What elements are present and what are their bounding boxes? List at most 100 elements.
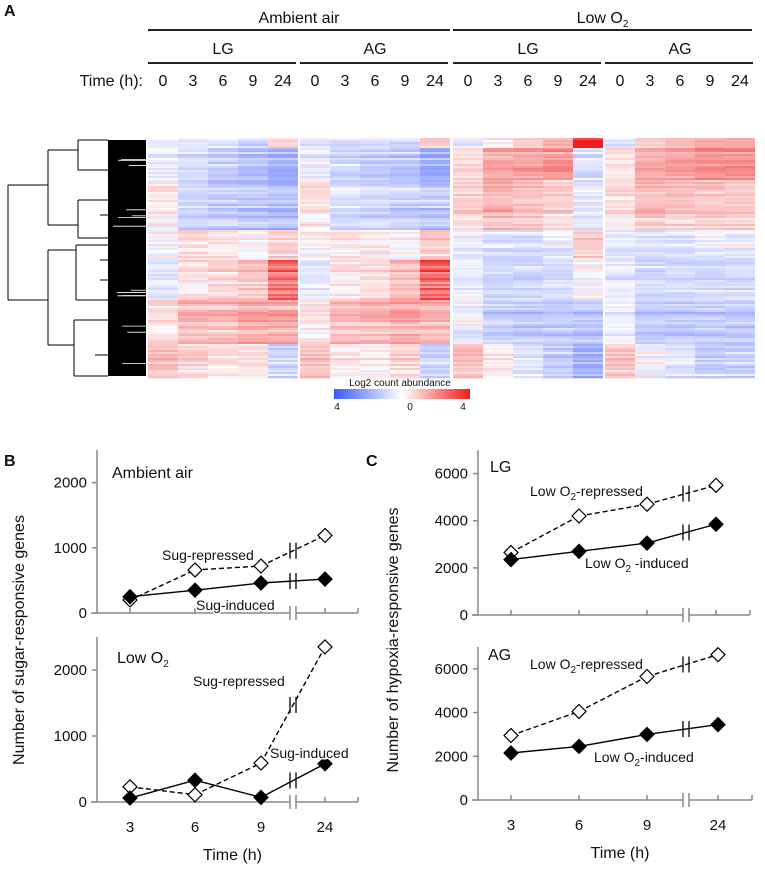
heatmap-cell — [178, 180, 208, 183]
heatmap-cell — [390, 330, 420, 333]
heatmap-cell — [635, 314, 665, 317]
heatmap-cell — [268, 286, 298, 289]
heatmap-cell — [148, 352, 178, 355]
heatmap-cell — [300, 344, 330, 347]
heatmap-cell — [330, 320, 360, 323]
heatmap-cell — [360, 142, 390, 145]
heatmap-cell — [390, 256, 420, 259]
heatmap-cell — [268, 370, 298, 373]
heatmap-cell — [360, 166, 390, 169]
heatmap-cell — [268, 236, 298, 239]
heatmap-cell — [178, 258, 208, 261]
heatmap-cell — [695, 276, 725, 279]
heatmap-cell — [238, 192, 268, 195]
heatmap-cell — [605, 254, 635, 257]
heatmap-cell — [148, 330, 178, 333]
heatmap-cell — [605, 202, 635, 205]
heatmap-cell — [238, 266, 268, 269]
heatmap-cell — [148, 298, 178, 301]
heatmap-cell — [268, 288, 298, 291]
heatmap-cell — [268, 314, 298, 317]
heatmap-cell — [268, 300, 298, 303]
heatmap-cell — [238, 186, 268, 189]
heatmap-cell — [330, 288, 360, 291]
heatmap-cell — [725, 150, 755, 153]
heatmap-cell — [360, 312, 390, 315]
heatmap-cell — [300, 270, 330, 273]
heatmap-cell — [573, 190, 603, 193]
heatmap-cell — [268, 260, 298, 263]
heatmap-cell — [543, 234, 573, 237]
heatmap-cell — [543, 182, 573, 185]
heatmap-cell — [268, 156, 298, 159]
heatmap-cell — [390, 376, 420, 379]
heatmap-cell — [513, 272, 543, 275]
heatmap-cell — [483, 314, 513, 317]
heatmap-cell — [483, 156, 513, 159]
heatmap-cell — [483, 228, 513, 231]
heatmap-cell — [360, 376, 390, 379]
heatmap-cell — [483, 186, 513, 189]
heatmap-cell — [695, 318, 725, 321]
heatmap-cell — [238, 208, 268, 211]
heatmap-cell — [390, 190, 420, 193]
heatmap-cell — [635, 308, 665, 311]
heatmap-cell — [605, 150, 635, 153]
heatmap-cell — [453, 326, 483, 329]
heatmap-cell — [360, 254, 390, 257]
heatmap-cell — [390, 308, 420, 311]
heatmap-cell — [635, 194, 665, 197]
heatmap-cell — [208, 198, 238, 201]
heatmap-cell — [360, 330, 390, 333]
heatmap-cell — [420, 138, 450, 141]
heatmap-cell — [543, 174, 573, 177]
heatmap-cell — [330, 162, 360, 165]
heatmap-cell — [360, 172, 390, 175]
heatmap-cell — [268, 160, 298, 163]
heatmap-cell — [725, 250, 755, 253]
heatmap-cell — [695, 236, 725, 239]
heatmap-cell — [513, 352, 543, 355]
heatmap-cell — [300, 184, 330, 187]
heatmap-cell — [665, 338, 695, 341]
heatmap-cell — [208, 138, 238, 141]
heatmap-cell — [665, 364, 695, 367]
heatmap-cell — [695, 174, 725, 177]
heatmap-cell — [390, 202, 420, 205]
heatmap-cell — [605, 356, 635, 359]
heatmap-cell — [725, 166, 755, 169]
y-tick-label: 0 — [79, 794, 87, 811]
heatmap-cell — [390, 362, 420, 365]
heatmap-cell — [665, 206, 695, 209]
heatmap-cell — [238, 156, 268, 159]
heatmap-cell — [208, 344, 238, 347]
heatmap-cell — [635, 318, 665, 321]
heatmap-cell — [453, 206, 483, 209]
heatmap-cell — [268, 198, 298, 201]
heatmap-cell — [330, 142, 360, 145]
heatmap-cell — [330, 256, 360, 259]
heatmap-cell — [420, 190, 450, 193]
heatmap-cell — [300, 368, 330, 371]
heatmap-cell — [360, 326, 390, 329]
heatmap-cell — [178, 374, 208, 377]
heatmap-cell — [573, 372, 603, 375]
heatmap-cell — [178, 162, 208, 165]
heatmap-cell — [208, 244, 238, 247]
heatmap-cell — [178, 266, 208, 269]
heatmap-cell — [543, 372, 573, 375]
heatmap-cell — [605, 312, 635, 315]
heatmap-cell — [605, 324, 635, 327]
heatmap-cell — [360, 138, 390, 141]
group-label: LG — [517, 41, 538, 58]
heatmap-cell — [148, 240, 178, 243]
heatmap-cell — [725, 322, 755, 325]
heatmap-cell — [513, 260, 543, 263]
chart-title: Low O2 — [117, 650, 169, 670]
heatmap-cell — [453, 220, 483, 223]
heatmap-cell — [635, 250, 665, 253]
heatmap-cell — [208, 200, 238, 203]
heatmap-cell — [238, 300, 268, 303]
heatmap-cell — [208, 350, 238, 353]
heatmap-cell — [605, 234, 635, 237]
